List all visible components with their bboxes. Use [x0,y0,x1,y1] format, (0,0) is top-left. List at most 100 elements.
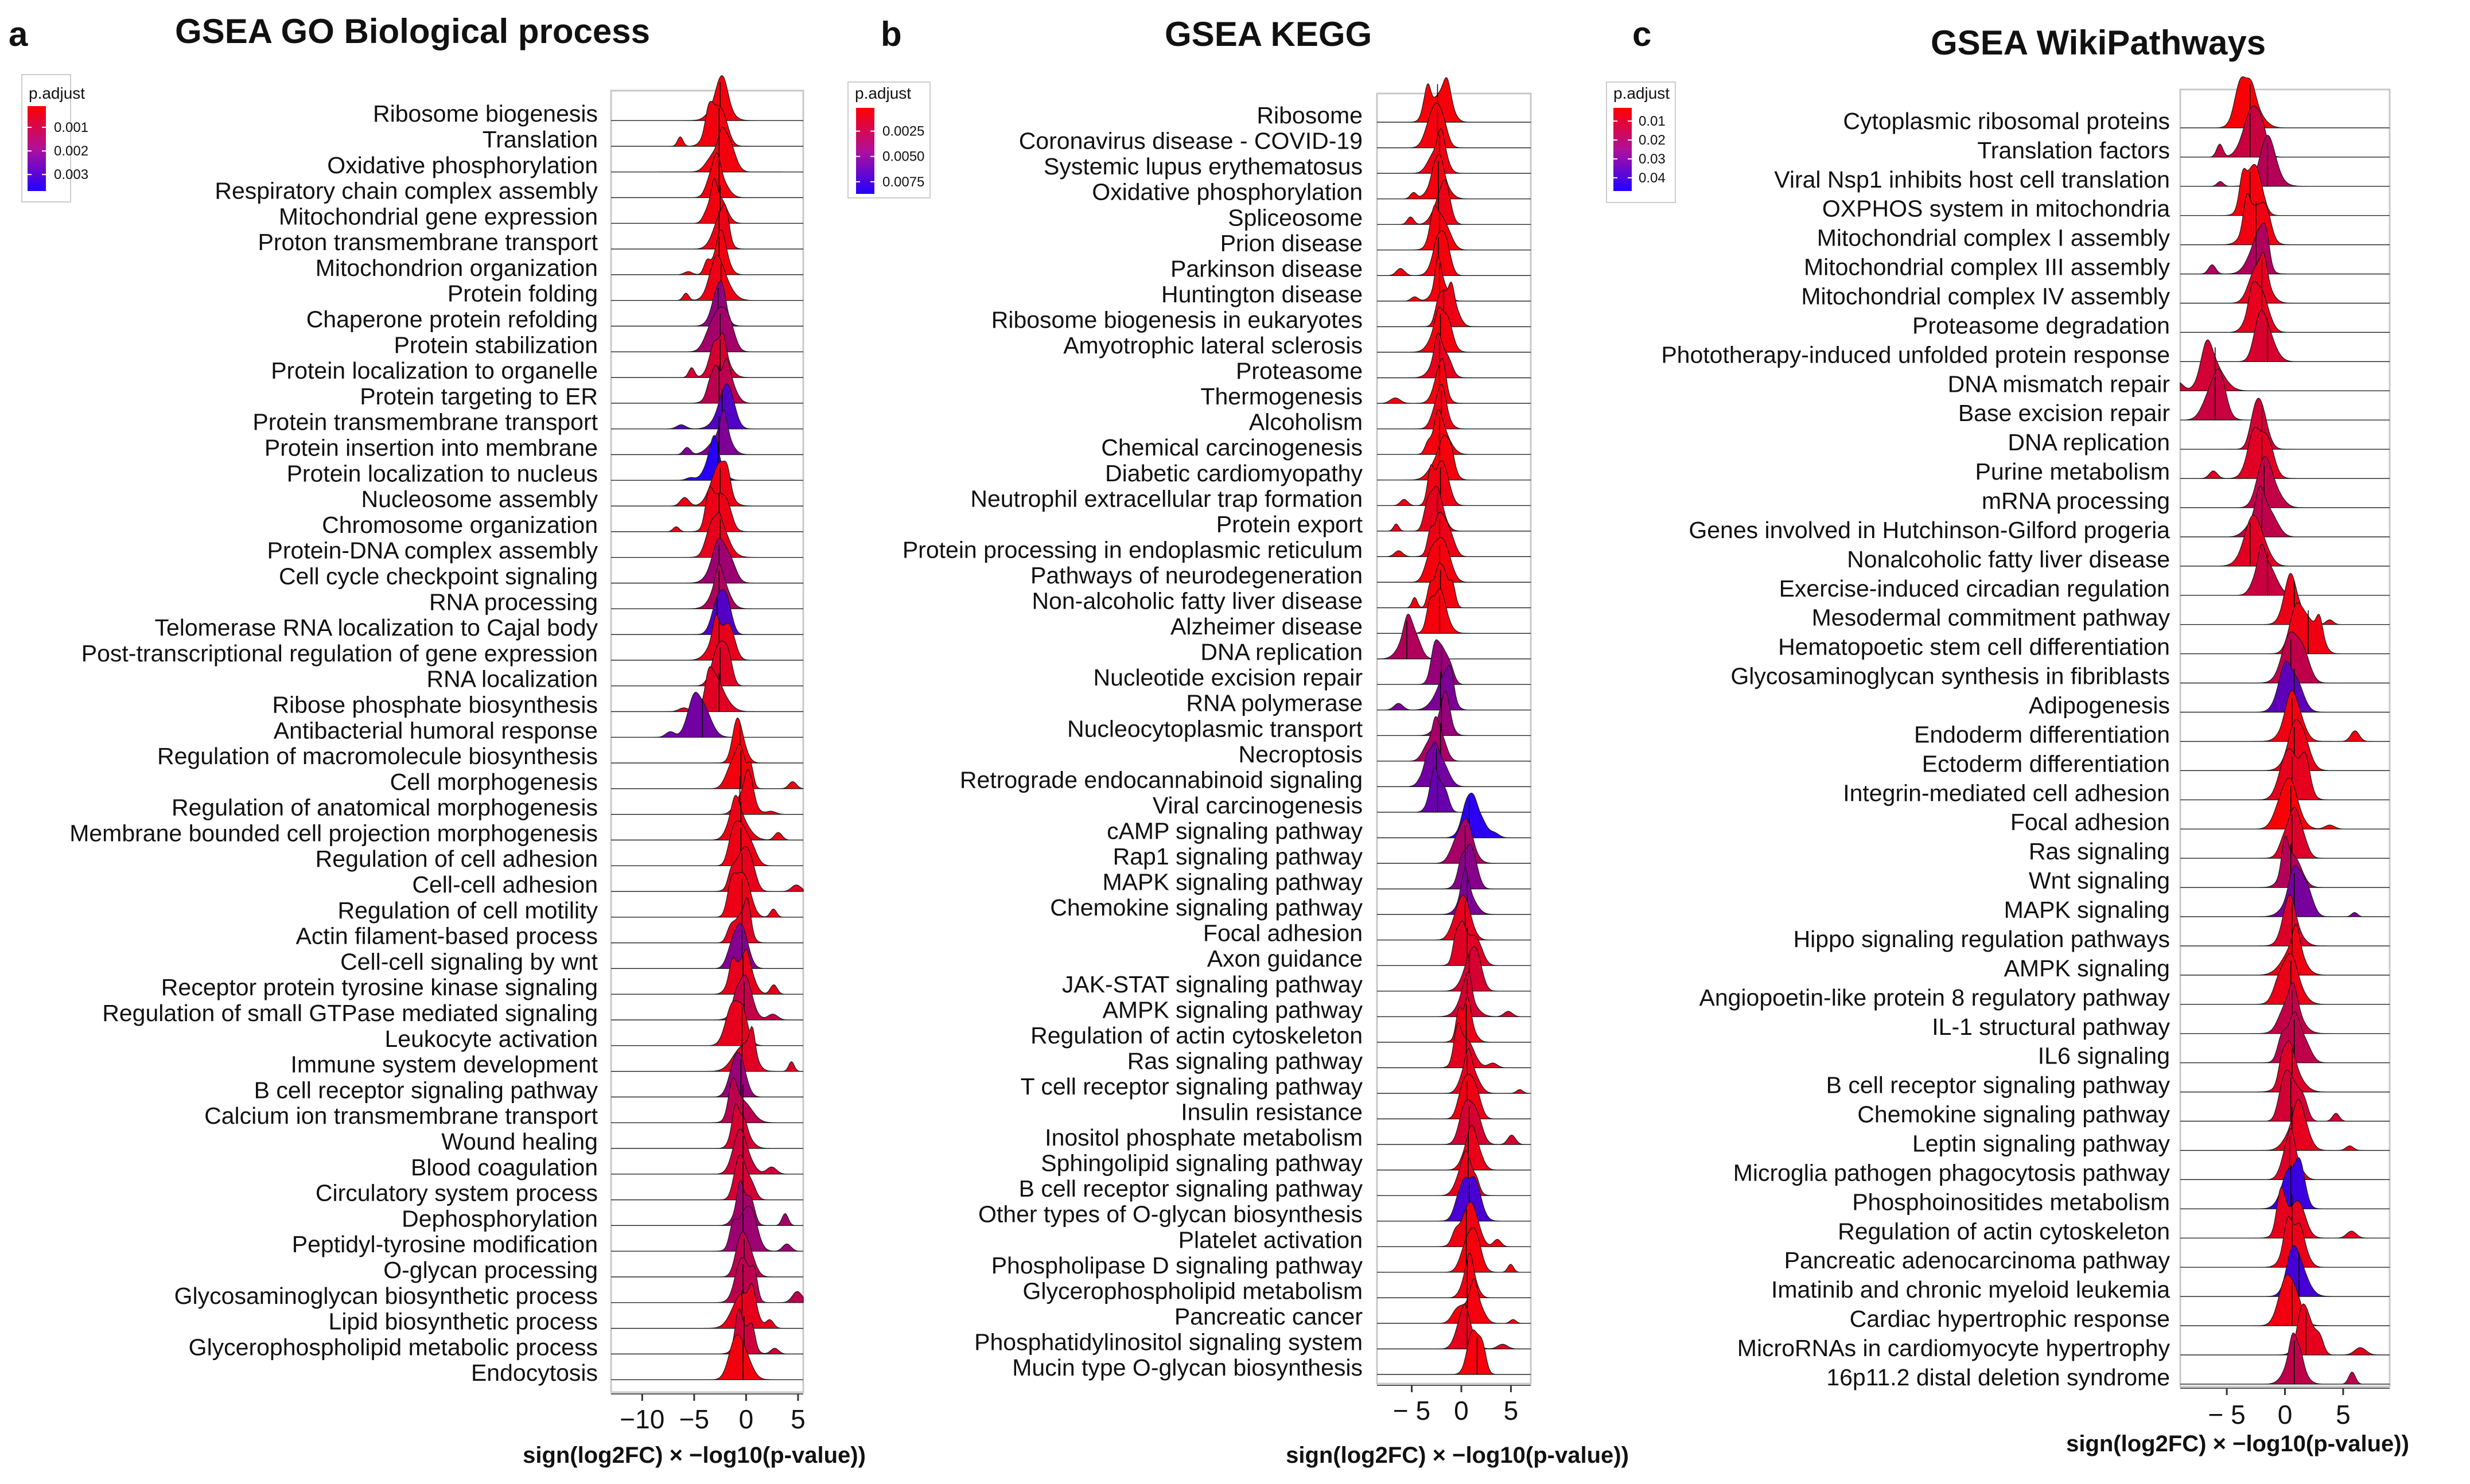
ridge-density [1377,716,1531,762]
ridge-density [1377,665,1531,711]
term-label: Retrograde endocannabinoid signaling [960,766,1363,793]
ridge-density [611,769,803,815]
term-label: Glycerophospholipid metabolism [1022,1277,1363,1304]
ridge-row: Ribose phosphate biosynthesis [272,666,803,718]
legend-colorbar [28,106,46,191]
ridge-row: Oxidative phosphorylation [327,126,803,178]
ridge-row: RNA polymerase [1186,665,1531,716]
ridge-row: mRNA processing [1982,456,2390,514]
x-axis-label: sign(log2FC) × −log10(p-value)) [523,1443,866,1468]
x-tick-label: 5 [2336,1400,2351,1430]
term-label: Circulatory system process [316,1180,598,1206]
ridge-density [1377,1073,1531,1120]
ridge-density [1377,409,1531,455]
ridge-row: Cell cycle checkpoint signaling [279,537,803,589]
ridge-row: Proton transmembrane transport [258,203,803,255]
ridge-row: Nucleotide excision repair [1094,639,1531,691]
term-label: Ribosome biogenesis [373,100,598,127]
panel-title: GSEA GO Biological process [175,12,650,50]
legend-tick-label: 0.04 [1639,170,1666,186]
term-label: Viral carcinogenesis [1153,792,1363,819]
ridge-density [2180,76,2390,128]
term-label: Protein stabilization [394,332,598,358]
ridge-row: Nucleosome assembly [361,461,803,512]
ridge-row: Mitochondrial complex III assembly [1804,222,2390,281]
ridge-row: Ras signaling [2029,807,2390,864]
ridge-density [611,1128,803,1175]
term-label: Amyotrophic lateral sclerosis [1063,332,1363,359]
term-label: Mitochondrial complex IV assembly [1801,283,2170,310]
panel-kegg: b GSEA KEGG sign(log2FC) × −log10(p-valu… [847,15,1629,1468]
ridge-density [1377,1176,1531,1222]
ridge-row: Glycerophospholipid metabolism [1022,1252,1531,1304]
term-label: Mesodermal commitment pathway [1812,605,2171,631]
term-label: Insulin resistance [1181,1099,1363,1125]
ridge-row: Integrin-mediated cell adhesion [1843,748,2390,806]
term-label: Translation [483,126,598,153]
term-label: Receptor protein tyrosine kinase signali… [161,974,598,1000]
term-label: Protein-DNA complex assembly [267,537,598,564]
ridge-row: DNA mismatch repair [1948,339,2390,397]
ridge-row: Lipid biosynthetic process [329,1283,803,1335]
term-label: Axon guidance [1207,945,1363,972]
plot-area [610,89,804,1393]
term-label: Telomerase RNA localization to Cajal bod… [154,614,598,641]
term-label: Purine metabolism [1975,458,2170,485]
legend-tick-label: 0.0050 [882,149,924,165]
ridge-row: Dephosphorylation [402,1180,803,1232]
ridge-row: Glycosaminoglycan biosynthetic process [174,1257,804,1309]
term-label: Imatinib and chronic myeloid leukemia [1771,1276,2170,1303]
term-label: MAPK signaling [2004,897,2170,923]
term-label: Mitochondrion organization [316,255,598,281]
ridge-density [611,1231,803,1277]
ridge-row: Necroptosis [1239,716,1531,768]
term-label: Focal adhesion [1203,920,1363,947]
ridge-density [2180,631,2390,684]
term-label: Protein processing in endoplasmic reticu… [903,536,1363,563]
term-label: MAPK signaling pathway [1102,869,1363,895]
ridge-density [611,281,803,327]
ridge-density [1377,1201,1531,1247]
ridge-row: Ribosome biogenesis [373,75,803,127]
ridge-row: Protein folding [448,255,803,307]
term-label: Protein transmembrane transport [252,409,598,435]
ridge-density [611,871,803,918]
legend-colorbar [856,108,874,194]
ridge-density [611,718,803,764]
ridge-density [2180,1011,2390,1064]
ridge-row: Calcium ion transmembrane transport [204,1077,803,1129]
term-label: Nucleocytoplasmic transport [1067,715,1363,742]
ridge-density [611,100,803,147]
ridge-row: cAMP signaling pathway [1107,792,1531,844]
ridge-density [611,1026,803,1072]
ridge-density [2180,515,2390,567]
ridge-row: Protein processing in endoplasmic reticu… [903,511,1531,563]
panel-title: GSEA KEGG [1165,15,1372,53]
ridge-density [611,563,803,609]
ridge-density [2180,894,2390,947]
ridge-density [611,306,803,352]
ridge-row: Genes involved in Hutchinson-Gilford pro… [1689,485,2390,543]
ridge-density [611,1051,803,1097]
ridge-row: Ribosome biogenesis in eukaryotes [991,281,1531,333]
term-label: Peptidyl-tyrosine modification [292,1231,598,1257]
ridge-density [2180,222,2390,275]
ridge-row: Other types of O-glycan biosynthesis [978,1176,1531,1228]
ridge-density [611,1077,803,1123]
ridge-density [1377,1150,1531,1196]
ridge-row: Regulation of anatomical morphogenesis [172,769,803,821]
ridge-density [1377,690,1531,736]
ridge-density [611,589,803,635]
ridge-density [611,1180,803,1226]
term-label: MicroRNAs in cardiomyocyte hypertrophy [1737,1335,2171,1361]
ridge-row: Wound healing [441,1103,803,1155]
ridge-density [611,614,803,661]
ridge-density [611,794,803,840]
ridge-row: MicroRNAs in cardiomyocyte hypertrophy [1737,1303,2390,1361]
ridge-row: Ras signaling pathway [1127,1022,1531,1074]
ridge-row: Inositol phosphate metabolism [1045,1099,1531,1151]
ridge-density [1377,1022,1531,1068]
term-label: AMPK signaling pathway [1102,996,1363,1023]
term-label: Protein export [1216,511,1363,537]
ridge-row: RNA localization [426,640,803,692]
